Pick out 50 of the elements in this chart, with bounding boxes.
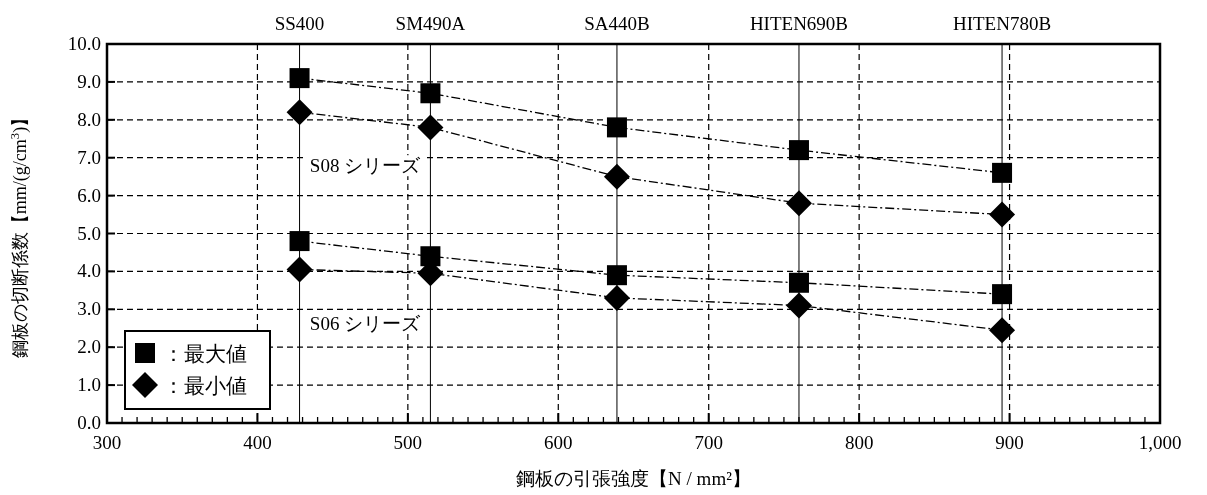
point: [289, 68, 310, 89]
point: [286, 99, 313, 126]
y-tick-label: 0.0: [77, 412, 101, 433]
x-tick-label: 1,000: [1138, 432, 1182, 453]
y-tick-label: 2.0: [77, 336, 101, 358]
x-tick-label: 900: [995, 432, 1024, 453]
point: [992, 162, 1013, 183]
y-tick-label: 7.0: [77, 146, 101, 168]
point: [603, 284, 630, 311]
ref-line: HITEN780B: [952, 13, 1052, 424]
y-tick-label: 6.0: [77, 184, 101, 206]
point: [603, 163, 630, 190]
y-tick-label: 4.0: [77, 260, 101, 282]
y-tick-label: 1.0: [77, 374, 101, 396]
point: [606, 265, 627, 286]
point: [788, 272, 809, 293]
x-tick-label: 300: [92, 432, 122, 453]
y-tick-label: 10.0: [67, 33, 101, 54]
ref-line-label: HITEN780B: [952, 13, 1052, 34]
point: [286, 256, 313, 283]
point: [417, 114, 444, 141]
x-tick-label: 600: [544, 432, 573, 453]
ref-line-label: HITEN690B: [749, 13, 849, 34]
y-tick-label: 8.0: [77, 108, 101, 130]
point: [992, 284, 1013, 305]
x-tick-label: 400: [243, 432, 272, 453]
x-tick-label: 800: [844, 432, 874, 453]
x-tick-label: 500: [393, 432, 423, 453]
point: [289, 231, 310, 252]
ref-line-label: SM490A: [395, 13, 466, 34]
y-tick-label: 9.0: [77, 70, 101, 92]
ref-line-label: SS400: [274, 13, 325, 34]
point: [788, 140, 809, 161]
ref-line: SA440B: [584, 13, 650, 424]
point: [420, 83, 441, 104]
point: [989, 317, 1016, 344]
point: [420, 246, 441, 267]
annotation: S06 シリーズ: [309, 312, 422, 334]
legend-label: ：最大値: [163, 342, 247, 366]
y-tick-label: 3.0: [77, 298, 101, 320]
y-tick-label: 5.0: [77, 222, 101, 244]
point: [785, 190, 812, 217]
point: [989, 201, 1016, 228]
ref-line-label: SA440B: [584, 13, 650, 34]
annotation: S08 シリーズ: [309, 155, 422, 177]
x-axis-title: 鋼板の引張強度【N / mm²】: [516, 468, 751, 489]
point: [606, 117, 627, 138]
legend-label: ：最小値: [163, 374, 247, 398]
point: [785, 292, 812, 319]
x-tick-label: 700: [694, 432, 723, 453]
